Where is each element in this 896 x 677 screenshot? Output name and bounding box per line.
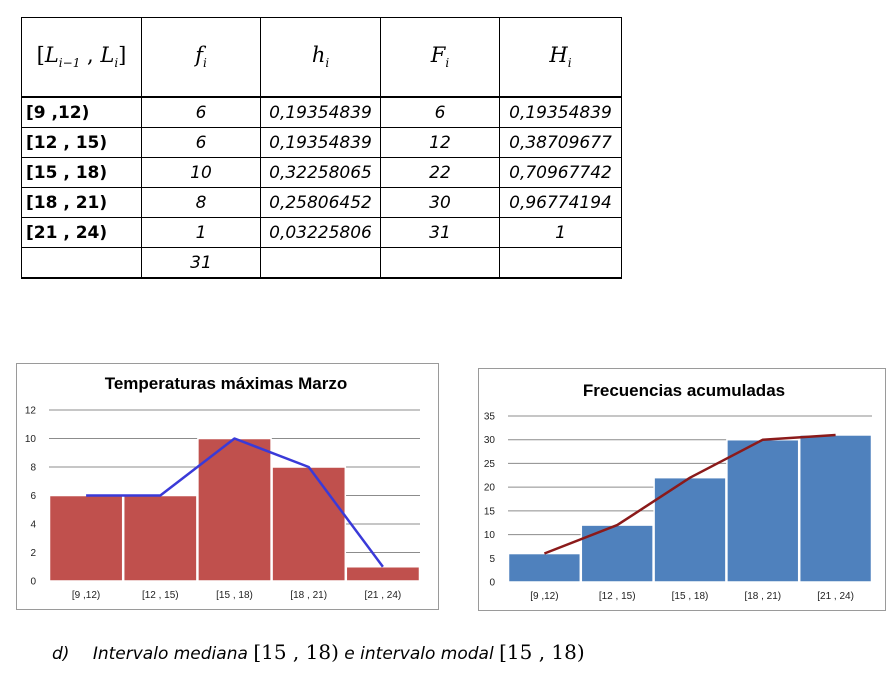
item-label: d) [52,644,70,664]
answer-footnote: d) Intervalo mediana [15 , 18) e interva… [52,640,585,664]
bar [48,494,124,582]
cell-interval [21,247,142,279]
cell-interval: [9 ,12) [21,96,142,128]
cell-interval: [21 , 24) [21,217,142,248]
x-tick-label: [12 , 15) [142,590,179,601]
header-interval: [Li−1 , Li] [21,17,142,98]
cell-Hi: 0,70967742 [499,157,622,188]
y-tick-label: 4 [30,520,36,531]
cell-Hi: 0,19354839 [499,96,622,128]
cell-interval: [12 , 15) [21,127,142,158]
y-tick-label: 35 [484,412,496,423]
histogram-chart: Temperaturas máximas Marzo 0 2 4 6 8 10 12 [9 ,1… [16,363,439,610]
cell-Fi [380,247,500,279]
cumulative-frequency-chart: Frecuencias acumuladas 0 5 10 15 20 25 30 35 [9 ,… [478,368,886,611]
bar [507,552,582,583]
chart-title: Temperaturas máximas Marzo [105,374,348,393]
x-tick-label: [21 , 24) [365,590,402,601]
x-tick-label: [15 , 18) [672,591,709,602]
header-Hi: Hi [499,17,622,98]
y-tick-label: 5 [489,554,495,565]
table-row: [12 , 15) 6 0,19354839 12 0,38709677 [21,127,622,158]
cell-hi: 0,19354839 [260,96,381,128]
bar [653,476,727,583]
cell-Hi: 0,38709677 [499,127,622,158]
table-row: [9 ,12) 6 0,19354839 6 0,19354839 [21,96,622,128]
header-fi: fi [141,17,261,98]
bar [798,434,873,583]
x-tick-label: [21 , 24) [817,591,854,602]
cell-Fi: 6 [380,96,500,128]
y-tick-label: 8 [30,463,36,474]
cell-fi: 8 [141,187,261,218]
table-total-row: 31 [21,247,622,279]
bar [726,438,800,583]
cell-Hi [499,247,622,279]
cell-Fi: 12 [380,127,500,158]
header-Fi: Fi [380,17,500,98]
y-tick-label: 30 [484,435,496,446]
median-interval-value: [15 , 18) [253,640,339,664]
cell-interval: [18 , 21) [21,187,142,218]
y-tick-label: 10 [25,434,37,445]
table-row: [18 , 21) 8 0,25806452 30 0,96774194 [21,187,622,218]
bar [271,466,347,582]
y-tick-label: 0 [489,578,495,589]
series-line [543,433,836,555]
cell-fi: 6 [141,96,261,128]
cell-interval: [15 , 18) [21,157,142,188]
x-tick-label: [15 , 18) [216,590,253,601]
cell-Fi: 31 [380,217,500,248]
x-tick-label: [18 , 21) [744,591,781,602]
y-tick-label: 25 [484,459,496,470]
cell-Fi: 30 [380,187,500,218]
y-tick-label: 2 [30,548,36,559]
bar [345,566,421,582]
cell-hi: 0,25806452 [260,187,381,218]
x-tick-label: [9 ,12) [530,591,558,602]
median-interval-text: Intervalo mediana [92,644,248,664]
cell-Fi: 22 [380,157,500,188]
modal-interval-text: e intervalo modal [344,644,494,664]
cell-fi: 10 [141,157,261,188]
cell-hi: 0,03225806 [260,217,381,248]
histogram-chart-svg: Temperaturas máximas Marzo 0 2 4 6 8 10 12 [9 ,1… [25,374,421,601]
modal-interval-value: [15 , 18) [499,640,585,664]
chart-title: Frecuencias acumuladas [583,381,785,400]
bar [197,437,272,582]
cell-hi: 0,19354839 [260,127,381,158]
cell-fi: 6 [141,127,261,158]
cell-hi: 0,32258065 [260,157,381,188]
table-row: [15 , 18) 10 0,32258065 22 0,70967742 [21,157,622,188]
y-tick-label: 12 [25,406,37,417]
cell-fi: 1 [141,217,261,248]
x-tick-label: [18 , 21) [290,590,327,601]
y-tick-label: 10 [484,530,496,541]
x-tick-label: [12 , 15) [599,591,636,602]
cell-Hi: 1 [499,217,622,248]
y-tick-label: 6 [30,491,36,502]
frequency-table: [Li−1 , Li] fi hi Fi Hi [9 ,12) 6 0,1935… [21,17,622,279]
y-tick-label: 0 [30,577,36,588]
cell-Hi: 0,96774194 [499,187,622,218]
series-line [86,437,384,568]
header-hi: hi [260,17,381,98]
table-header-row: [Li−1 , Li] fi hi Fi Hi [21,17,622,98]
y-tick-label: 20 [484,483,496,494]
cell-hi [260,247,381,279]
bar [122,494,198,582]
table-row: [21 , 24) 1 0,03225806 31 1 [21,217,622,248]
y-tick-label: 15 [484,506,496,517]
cumulative-frequency-chart-svg: Frecuencias acumuladas 0 5 10 15 20 25 30 35 [9 ,… [484,381,873,602]
cell-fi-total: 31 [141,247,261,279]
x-tick-label: [9 ,12) [72,590,100,601]
